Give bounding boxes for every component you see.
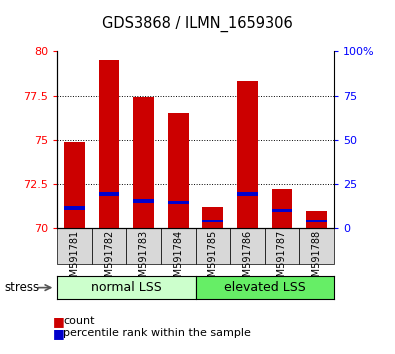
Bar bbox=[306, 211, 327, 228]
Text: normal LSS: normal LSS bbox=[91, 281, 162, 294]
Text: GDS3868 / ILMN_1659306: GDS3868 / ILMN_1659306 bbox=[102, 16, 293, 32]
Bar bbox=[196, 276, 334, 299]
Bar bbox=[134, 97, 154, 228]
Bar bbox=[57, 276, 196, 299]
Text: count: count bbox=[63, 316, 95, 326]
FancyBboxPatch shape bbox=[299, 228, 334, 264]
FancyBboxPatch shape bbox=[161, 228, 196, 264]
Text: ■: ■ bbox=[53, 327, 65, 340]
Bar bbox=[134, 199, 154, 202]
FancyBboxPatch shape bbox=[92, 228, 126, 264]
FancyBboxPatch shape bbox=[126, 228, 161, 264]
Bar bbox=[168, 201, 189, 204]
Bar bbox=[99, 192, 120, 196]
Bar bbox=[237, 81, 258, 228]
FancyBboxPatch shape bbox=[196, 228, 230, 264]
Bar bbox=[168, 113, 189, 228]
Bar bbox=[64, 142, 85, 228]
Text: elevated LSS: elevated LSS bbox=[224, 281, 305, 294]
Bar bbox=[203, 207, 223, 228]
Text: stress: stress bbox=[4, 281, 39, 294]
FancyBboxPatch shape bbox=[230, 228, 265, 264]
Bar bbox=[203, 221, 223, 222]
Bar bbox=[99, 60, 120, 228]
Bar bbox=[306, 221, 327, 222]
FancyBboxPatch shape bbox=[57, 228, 92, 264]
Bar bbox=[272, 189, 292, 228]
Bar bbox=[64, 206, 85, 210]
Text: percentile rank within the sample: percentile rank within the sample bbox=[63, 329, 251, 338]
Bar bbox=[272, 209, 292, 211]
Bar bbox=[237, 192, 258, 196]
FancyBboxPatch shape bbox=[265, 228, 299, 264]
Text: ■: ■ bbox=[53, 315, 65, 328]
